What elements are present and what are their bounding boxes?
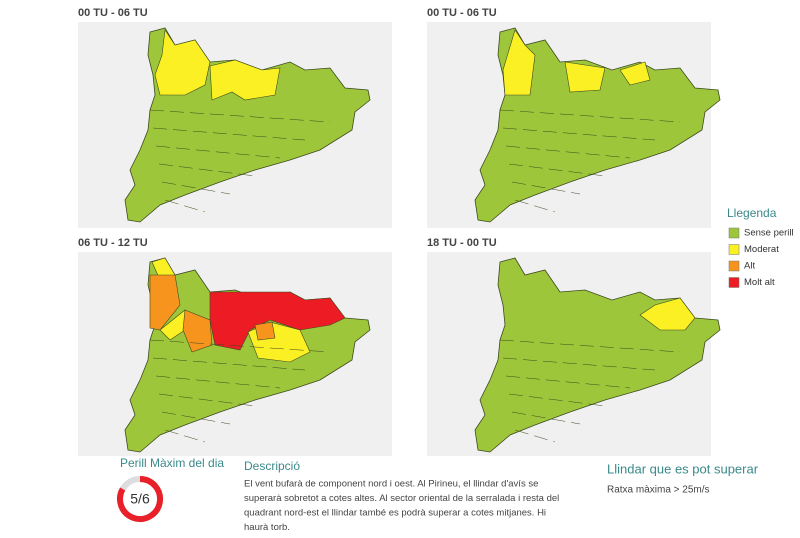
gauge-value: 5/6 (130, 491, 150, 507)
description-line: superarà sobretot a cotes altes. Al sect… (244, 493, 559, 504)
threshold-title: Llindar que es pot superar (607, 461, 759, 476)
legend-swatch (728, 260, 740, 272)
region-border (161, 411, 231, 425)
legend: Sense perill Moderat Alt Molt alt (728, 227, 794, 288)
legend-swatch (728, 277, 740, 288)
panel-title: 00 TU - 06 TU (78, 7, 148, 19)
region (502, 29, 536, 96)
region-border (161, 181, 231, 195)
region (182, 309, 213, 353)
region (619, 61, 651, 86)
panel-title: 18 TU - 00 TU (427, 237, 497, 249)
region-border (158, 163, 256, 177)
region-border (152, 357, 306, 371)
region-border (152, 127, 306, 141)
region-border (508, 163, 606, 177)
region-border (502, 127, 656, 141)
description-line: quadrant nord-est el llindar també es po… (244, 508, 546, 519)
region (154, 29, 211, 96)
legend-label: Sense perill (744, 228, 794, 239)
region-border (155, 375, 281, 389)
region (149, 274, 181, 331)
threshold-text: Ratxa màxima > 25m/s (607, 485, 710, 496)
region-border (505, 375, 631, 389)
region-border (164, 429, 206, 443)
region-base (474, 27, 721, 223)
region-border (499, 109, 681, 123)
region-border (502, 357, 656, 371)
region-border (155, 145, 281, 159)
gauge-arc (117, 476, 163, 522)
max-danger-title: Perill Màxim del dia (120, 456, 224, 470)
panel-title: 00 TU - 06 TU (427, 7, 497, 19)
legend-title: Llegenda (727, 206, 777, 220)
region-border (514, 429, 556, 443)
legend-swatch (728, 227, 740, 239)
region-border (511, 411, 581, 425)
maps (124, 27, 721, 453)
region-border (149, 109, 331, 123)
description: El vent bufarà de component nord i oest.… (244, 479, 559, 534)
region (564, 61, 606, 93)
region-border (499, 339, 681, 353)
region-border (164, 199, 206, 213)
region (639, 297, 696, 331)
description-title: Descripció (244, 459, 300, 473)
description-line: El vent bufarà de component nord i oest.… (244, 479, 538, 490)
region-border (514, 199, 556, 213)
legend-label: Alt (744, 261, 755, 272)
region-border (505, 145, 631, 159)
region-border (158, 393, 256, 407)
legend-label: Molt alt (744, 277, 775, 288)
panel-title: 06 TU - 12 TU (78, 237, 148, 249)
description-line: haurà torb. (244, 522, 290, 533)
region-border (508, 393, 606, 407)
region (254, 321, 276, 341)
region (209, 59, 281, 101)
legend-swatch (728, 244, 740, 255)
region-border (511, 181, 581, 195)
region-border (149, 339, 331, 353)
legend-label: Moderat (744, 244, 779, 255)
